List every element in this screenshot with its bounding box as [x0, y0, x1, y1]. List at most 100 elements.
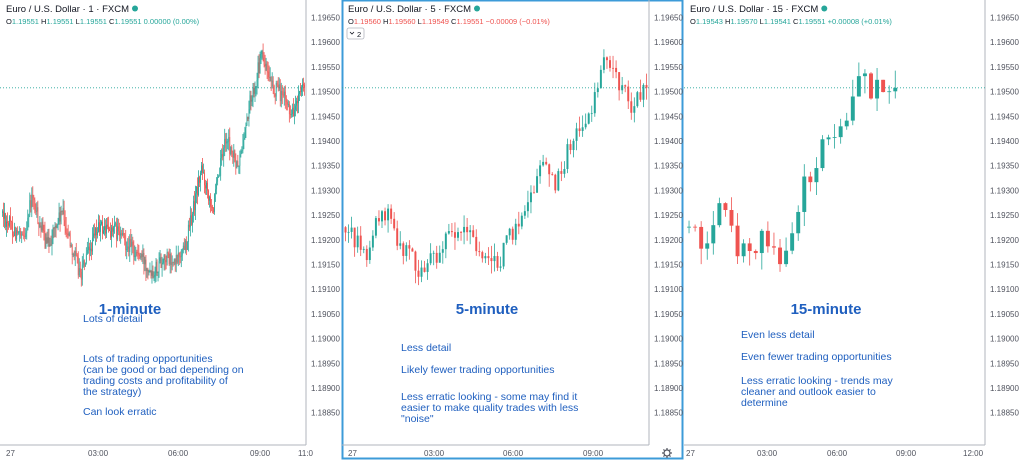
candle-body	[121, 233, 123, 235]
candle-body	[91, 237, 93, 252]
y-tick-label: 1.19350	[990, 162, 1019, 171]
candle-body	[175, 254, 177, 265]
gear-tooth[interactable]	[663, 455, 665, 457]
gear-tooth[interactable]	[669, 455, 671, 457]
candle-body	[82, 260, 84, 265]
candle-body	[123, 233, 125, 236]
candle-body	[753, 251, 758, 254]
candle-body	[189, 215, 191, 228]
candles-group	[2, 43, 305, 287]
y-tick-label: 1.18950	[654, 359, 683, 368]
chart-panel-3: 1.19650 1.19600 1.19550 1.19500 1.19450 1.194…	[684, 0, 1019, 458]
candle-body	[270, 76, 272, 82]
candle-body	[141, 254, 143, 257]
candle-body	[161, 264, 163, 268]
candle-body	[157, 271, 159, 273]
ohlc-label: C	[451, 17, 457, 26]
candle-body	[602, 57, 605, 70]
candle-body	[639, 92, 642, 100]
candle-body	[135, 251, 137, 256]
candle-body	[115, 223, 117, 225]
candle-body	[814, 168, 819, 183]
market-status-dot	[474, 5, 480, 12]
y-tick-label: 1.19000	[990, 335, 1019, 344]
candle-body	[142, 252, 144, 257]
candle-body	[195, 193, 196, 211]
candle-body	[138, 254, 140, 257]
candle-body	[90, 248, 92, 252]
candle-body	[42, 221, 44, 231]
ohlc-label: C	[109, 17, 115, 26]
y-tick-label: 1.18950	[990, 359, 1019, 368]
annotation-text: Likely fewer trading opportunities	[401, 364, 555, 376]
y-tick-label: 1.19650	[990, 14, 1019, 23]
candle-body	[128, 246, 130, 253]
candle-body	[185, 240, 187, 250]
candle-body	[96, 228, 97, 236]
candle-body	[557, 171, 560, 191]
candle-body	[148, 271, 150, 273]
candle-body	[143, 252, 145, 265]
gear-icon[interactable]	[662, 448, 672, 458]
candle-body	[862, 73, 867, 77]
candle-body	[179, 256, 181, 258]
candle-body	[150, 271, 152, 276]
candle-body	[453, 232, 456, 238]
candle-body	[802, 176, 807, 212]
candle-body	[99, 222, 100, 232]
candle-body	[286, 101, 288, 105]
y-tick-label: 1.19400	[311, 137, 340, 146]
candle-body	[390, 208, 393, 219]
candle-body	[295, 105, 296, 110]
candle-body	[302, 84, 303, 88]
candle-body	[190, 215, 192, 225]
y-tick-label: 1.19450	[990, 112, 1019, 121]
ohlc-change: 0.00000 (0.00%)	[144, 17, 200, 26]
gear-tooth[interactable]	[663, 449, 665, 451]
annotation-block: 15-minute Even less detail Even fewer trad…	[741, 301, 893, 409]
candle-body	[188, 224, 190, 228]
candle-body	[796, 211, 801, 234]
y-tick-label: 1.18950	[311, 359, 340, 368]
y-tick-label: 1.19300	[654, 186, 683, 195]
candle-body	[85, 253, 87, 263]
candle-body	[77, 256, 79, 276]
candle-body	[210, 196, 211, 207]
ohlc-value: 1.19551	[46, 17, 75, 26]
candle-body	[87, 246, 89, 250]
candle-body	[105, 226, 106, 234]
candle-body	[200, 172, 201, 183]
candle-body	[536, 176, 539, 193]
active-panel-border	[341, 0, 684, 460]
candle-body	[246, 116, 248, 126]
candle-body	[198, 177, 199, 195]
candle-body	[62, 208, 64, 212]
candle-body	[137, 252, 139, 255]
candle-body	[887, 91, 892, 93]
candle-body	[38, 223, 40, 228]
candle-body	[264, 64, 266, 67]
indicators-collapse-button[interactable]: 2	[346, 27, 365, 40]
y-tick-label: 1.18900	[311, 384, 340, 393]
candle-body	[219, 175, 221, 177]
candle-body	[28, 214, 30, 218]
candle-body	[293, 109, 295, 117]
badge-box[interactable]	[346, 27, 365, 40]
candle-body	[21, 234, 23, 236]
ohlc-label: H	[725, 17, 730, 26]
candle-body	[152, 270, 154, 278]
candle-body	[217, 177, 219, 182]
candle-body	[539, 165, 542, 177]
candle-body	[206, 182, 207, 189]
candle-body	[630, 101, 633, 113]
candle-body	[526, 202, 529, 212]
candle-body	[100, 224, 101, 232]
candle-body	[227, 141, 229, 143]
gear-tooth[interactable]	[669, 449, 671, 451]
gear-ring[interactable]	[663, 449, 671, 457]
candle-body	[255, 86, 257, 89]
candle-body	[236, 160, 238, 169]
candle-body	[717, 203, 722, 226]
candle-body	[285, 98, 287, 102]
